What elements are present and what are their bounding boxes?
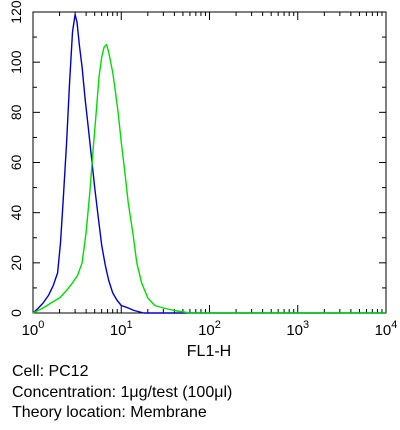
y-tick-label: 100 — [8, 50, 24, 74]
x-axis-label: FL1-H — [187, 343, 231, 360]
histogram-line-2 — [32, 43, 386, 314]
y-tick-label: 120 — [8, 0, 24, 24]
y-tick-label: 60 — [8, 155, 24, 171]
figure-caption: Cell: PC12 Concentration: 1μg/test (100μ… — [12, 362, 232, 424]
y-axis-ticks: 0 20 40 60 80 100 120 — [8, 0, 386, 317]
histogram-series — [32, 13, 386, 314]
x-tick-label: 101 — [110, 319, 133, 339]
y-tick-label: 20 — [8, 255, 24, 271]
histogram-line-1 — [32, 13, 386, 314]
x-tick-label: 104 — [375, 319, 398, 339]
plot-frame — [32, 11, 387, 314]
x-tick-label: 102 — [198, 319, 221, 339]
y-tick-label: 40 — [8, 205, 24, 221]
flow-cytometry-histogram: 100 101 102 103 104 0 20 40 60 80 100 120 FL1-H — [8, 0, 398, 360]
x-axis-ticks: 100 101 102 103 104 — [22, 12, 398, 339]
y-tick-label: 0 — [8, 309, 24, 317]
x-tick-label: 100 — [22, 319, 45, 339]
caption-cell: Cell: PC12 — [12, 363, 89, 380]
x-tick-label: 103 — [286, 319, 309, 339]
caption-location: Theory location: Membrane — [12, 404, 207, 421]
caption-concentration: Concentration: 1μg/test (100μl) — [12, 383, 233, 401]
y-tick-label: 80 — [8, 104, 24, 120]
